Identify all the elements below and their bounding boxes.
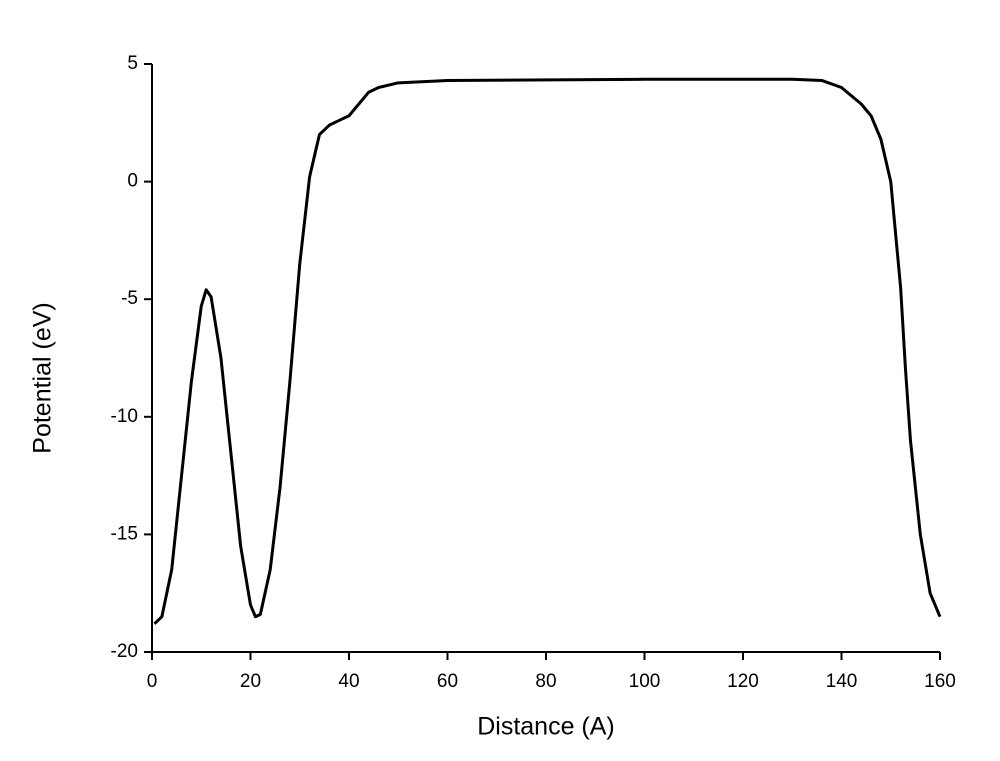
y-tick-label: -20 <box>111 641 138 662</box>
x-tick-label: 0 <box>147 671 158 692</box>
y-tick-label: 5 <box>127 53 138 74</box>
x-tick-label: 140 <box>826 671 858 692</box>
x-tick-label: 80 <box>535 671 556 692</box>
y-tick-label: 0 <box>127 171 138 192</box>
x-tick-label: 160 <box>924 671 956 692</box>
x-tick-label: 100 <box>629 671 661 692</box>
x-tick-label: 120 <box>727 671 759 692</box>
y-tick-label: -5 <box>121 288 138 309</box>
line <box>153 77 942 625</box>
y-tick-label: -15 <box>111 523 138 544</box>
y-tick-label: -10 <box>111 406 138 427</box>
x-tick-label: 20 <box>240 671 261 692</box>
x-tick-label: 40 <box>338 671 359 692</box>
x-tick-label: 60 <box>437 671 458 692</box>
y-axis-title: Potential (eV) <box>29 302 57 453</box>
x-axis-title: Distance (A) <box>477 713 615 741</box>
